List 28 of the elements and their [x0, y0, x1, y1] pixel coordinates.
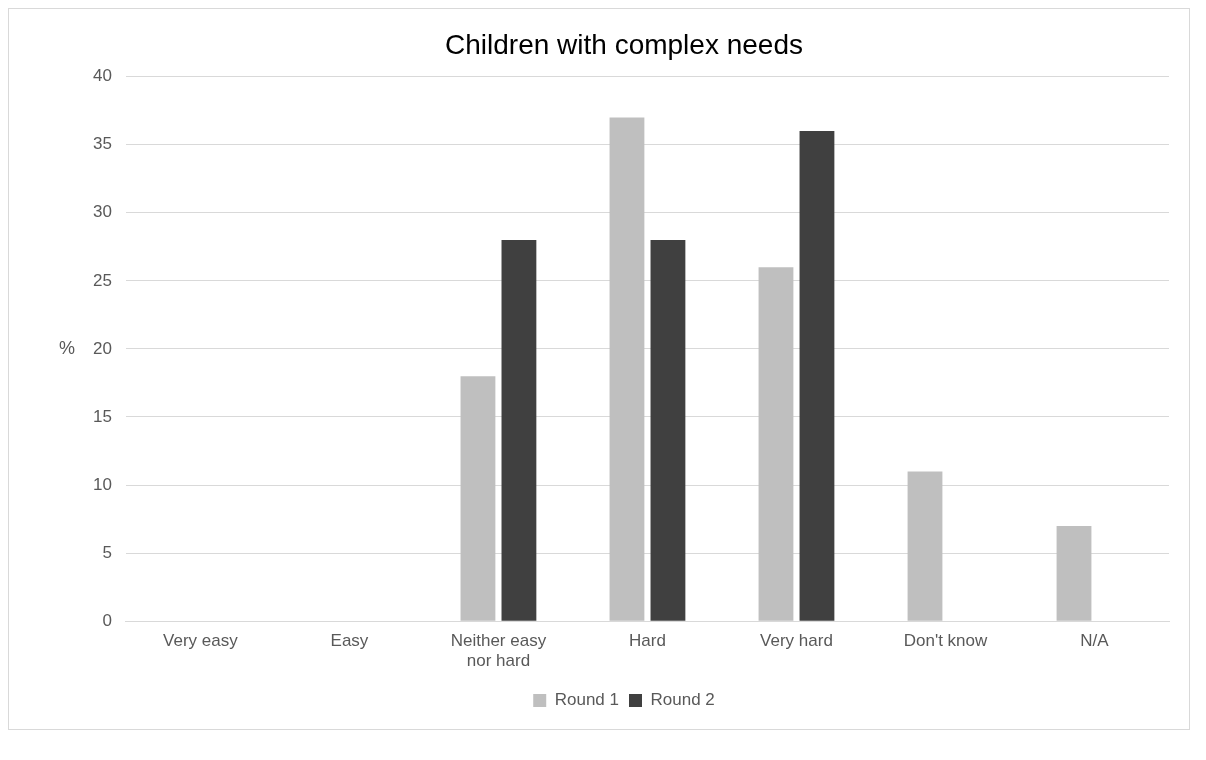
y-axis-title: % [58, 337, 76, 358]
bar [907, 471, 943, 621]
x-tick-label: Neither easy nor hard [450, 631, 547, 671]
bar [1056, 525, 1092, 621]
bar [460, 376, 496, 621]
x-tick-label: Hard [629, 631, 666, 651]
y-tick-label: 10 [92, 474, 112, 494]
y-tick-label: 0 [102, 610, 112, 630]
x-tick-label: N/A [1080, 631, 1110, 651]
legend-label: Round 2 [650, 690, 715, 710]
x-tick-label: Very hard [760, 631, 833, 651]
bar [501, 239, 537, 621]
y-tick-label: 40 [92, 66, 112, 86]
chart-title: Children with complex needs [445, 28, 803, 60]
y-tick-label: 30 [92, 202, 112, 222]
y-tick-label: 5 [102, 542, 112, 562]
y-tick-label: 15 [92, 406, 112, 426]
bar [609, 117, 645, 621]
y-tick-label: 20 [92, 338, 112, 358]
x-tick-label: Very easy [163, 631, 239, 651]
x-tick-label: Don't know [903, 631, 988, 651]
y-tick-label: 35 [92, 134, 112, 154]
y-tick-label: 25 [92, 270, 112, 290]
x-tick-label: Easy [330, 631, 369, 651]
bar [650, 239, 686, 621]
bar [758, 267, 794, 621]
bar [799, 131, 835, 621]
legend-label: Round 1 [554, 690, 620, 710]
